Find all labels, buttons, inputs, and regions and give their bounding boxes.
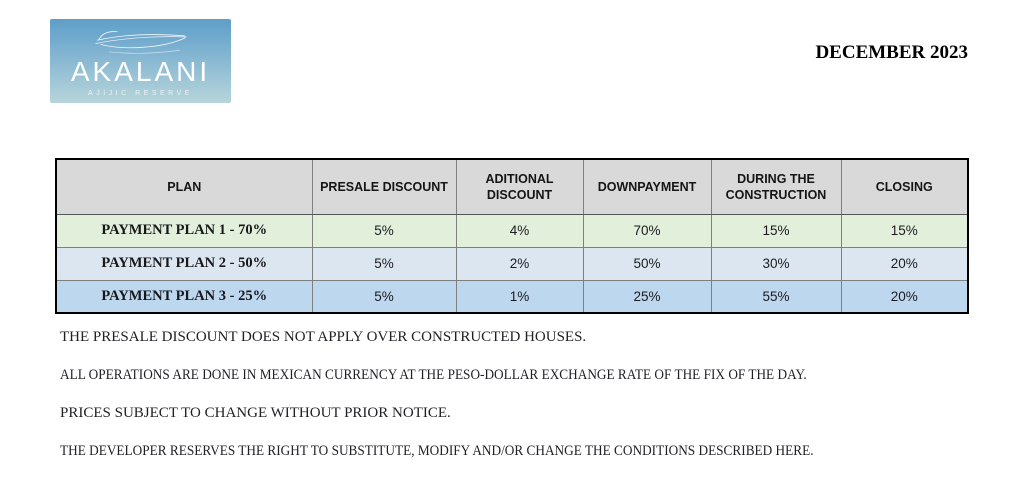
note-prices-subject-to-change: PRICES SUBJECT TO CHANGE WITHOUT PRIOR N… bbox=[60, 405, 451, 421]
akalani-logo: AKALANI AJIJIC RESERVE bbox=[50, 19, 231, 103]
payment-plan-table: PLAN PRESALE DISCOUNT ADITIONAL DISCOUNT… bbox=[55, 158, 969, 314]
plan-2-label: PAYMENT PLAN 2 - 50% bbox=[55, 246, 313, 281]
table-header-row: PLAN PRESALE DISCOUNT ADITIONAL DISCOUNT… bbox=[55, 158, 969, 215]
plan-2-during-construction: 30% bbox=[710, 246, 842, 281]
column-header-closing: CLOSING bbox=[840, 158, 969, 215]
note-mexican-currency: ALL OPERATIONS ARE DONE IN MEXICAN CURRE… bbox=[60, 367, 807, 383]
plan-1-downpayment: 70% bbox=[582, 213, 712, 248]
disclaimer-notes: THE PRESALE DISCOUNT DOES NOT APPLY OVER… bbox=[60, 329, 1010, 481]
note-presale-discount: THE PRESALE DISCOUNT DOES NOT APPLY OVER… bbox=[60, 329, 587, 345]
plan-1-during-construction: 15% bbox=[710, 213, 842, 248]
table-row-plan-1: PAYMENT PLAN 1 - 70% 5% 4% 70% 15% 15% bbox=[55, 213, 969, 248]
column-header-downpayment: DOWNPAYMENT bbox=[582, 158, 712, 215]
document-date: DECEMBER 2023 bbox=[815, 42, 968, 63]
plan-1-aditional-discount: 4% bbox=[455, 213, 584, 248]
table-row-plan-3: PAYMENT PLAN 3 - 25% 5% 1% 25% 55% 20% bbox=[55, 279, 969, 314]
plan-2-presale-discount: 5% bbox=[311, 246, 457, 281]
plan-1-label: PAYMENT PLAN 1 - 70% bbox=[55, 213, 313, 248]
table-row-plan-2: PAYMENT PLAN 2 - 50% 5% 2% 50% 30% 20% bbox=[55, 246, 969, 281]
column-header-aditional-discount: ADITIONAL DISCOUNT bbox=[455, 158, 584, 215]
column-header-plan: PLAN bbox=[55, 158, 313, 215]
column-header-presale-discount: PRESALE DISCOUNT bbox=[311, 158, 457, 215]
boat-icon bbox=[94, 31, 186, 54]
plan-1-closing: 15% bbox=[840, 213, 969, 248]
plan-3-presale-discount: 5% bbox=[311, 279, 457, 314]
plan-3-closing: 20% bbox=[840, 279, 969, 314]
plan-3-label: PAYMENT PLAN 3 - 25% bbox=[55, 279, 313, 314]
plan-3-downpayment: 25% bbox=[582, 279, 712, 314]
plan-2-downpayment: 50% bbox=[582, 246, 712, 281]
logo-tagline: AJIJIC RESERVE bbox=[88, 90, 193, 97]
logo-title: AKALANI bbox=[70, 56, 211, 87]
plan-2-closing: 20% bbox=[840, 246, 969, 281]
plan-1-presale-discount: 5% bbox=[311, 213, 457, 248]
column-header-during-construction: DURING THE CONSTRUCTION bbox=[710, 158, 842, 215]
plan-3-aditional-discount: 1% bbox=[455, 279, 584, 314]
plan-2-aditional-discount: 2% bbox=[455, 246, 584, 281]
note-developer-rights: THE DEVELOPER RESERVES THE RIGHT TO SUBS… bbox=[60, 443, 814, 459]
plan-3-during-construction: 55% bbox=[710, 279, 842, 314]
